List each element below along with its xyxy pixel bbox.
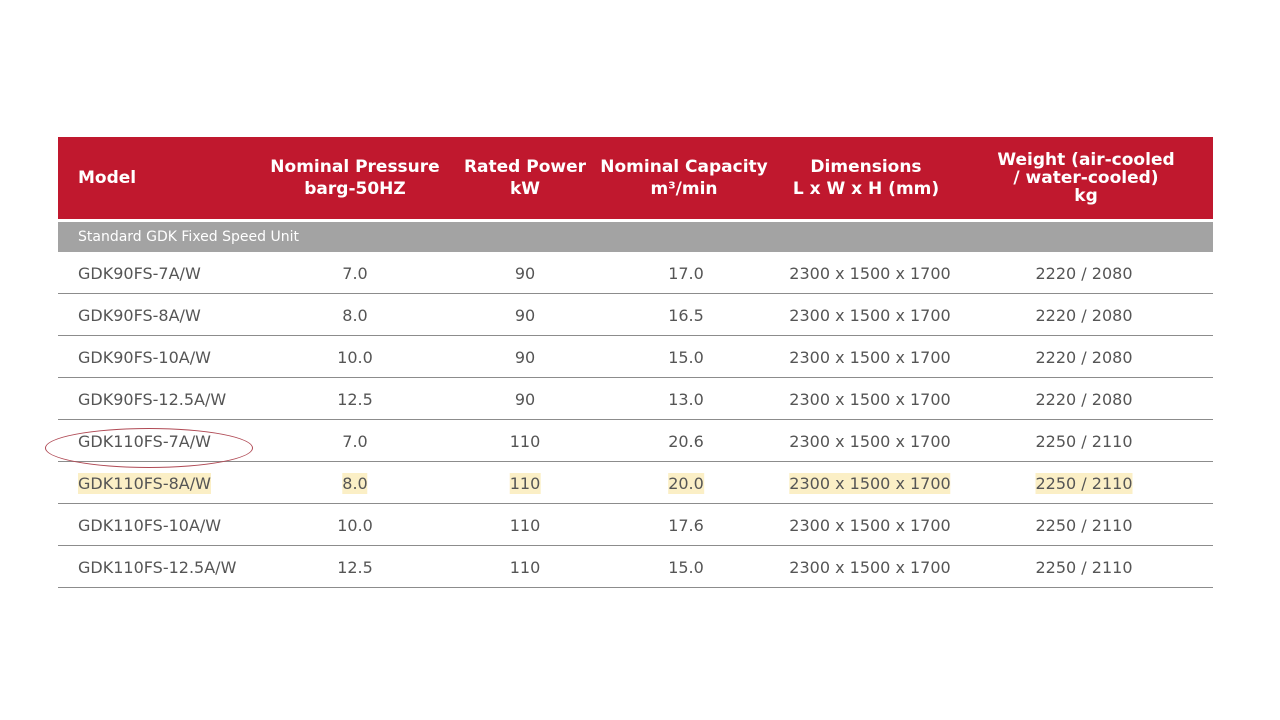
spec-table: Model Nominal Pressure barg-50HZ Rated P… — [58, 137, 1213, 588]
cell-rated-power: 90 — [514, 306, 536, 325]
cell-nominal-pressure: 7.0 — [342, 432, 368, 451]
cell-weight: 2250 / 2110 — [1035, 558, 1133, 577]
header-rated-power: Rated Power kW — [463, 157, 587, 199]
cell-dimensions: 2300 x 1500 x 1700 — [789, 390, 951, 409]
cell-nominal-pressure: 7.0 — [342, 264, 368, 283]
cell-nominal-pressure: 8.0 — [342, 473, 368, 494]
table-row: GDK90FS-7A/W 7.0 90 17.0 2300 x 1500 x 1700 2… — [58, 252, 1213, 294]
cell-nominal-capacity: 15.0 — [668, 558, 704, 577]
cell-weight: 2220 / 2080 — [1035, 264, 1133, 283]
cell-nominal-capacity: 16.5 — [668, 306, 704, 325]
cell-weight: 2250 / 2110 — [1035, 473, 1133, 494]
cell-weight: 2220 / 2080 — [1035, 348, 1133, 367]
cell-dimensions: 2300 x 1500 x 1700 — [789, 516, 951, 535]
table-body: GDK90FS-7A/W 7.0 90 17.0 2300 x 1500 x 1700 2… — [58, 252, 1213, 588]
header-weight: Weight (air-cooled / water-cooled) kg — [997, 150, 1175, 206]
cell-model: GDK90FS-8A/W — [78, 306, 201, 325]
cell-model: GDK90FS-10A/W — [78, 348, 211, 367]
cell-weight: 2250 / 2110 — [1035, 432, 1133, 451]
cell-rated-power: 110 — [509, 432, 541, 451]
cell-model: GDK110FS-8A/W — [78, 473, 211, 494]
header-nominal-capacity: Nominal Capacity m³/min — [600, 157, 768, 199]
cell-nominal-capacity: 17.6 — [668, 516, 704, 535]
cell-nominal-capacity: 17.0 — [668, 264, 704, 283]
circle-annotation — [45, 428, 253, 468]
cell-nominal-pressure: 10.0 — [337, 348, 373, 367]
table-row: GDK110FS-10A/W 10.0 110 17.6 2300 x 1500 x 1… — [58, 504, 1213, 546]
cell-model: GDK110FS-12.5A/W — [78, 558, 237, 577]
table-row: GDK90FS-12.5A/W 12.5 90 13.0 2300 x 1500 x 1… — [58, 378, 1213, 420]
table-row: GDK110FS-12.5A/W 12.5 110 15.0 2300 x 1500 x… — [58, 546, 1213, 588]
table-header: Model Nominal Pressure barg-50HZ Rated P… — [58, 137, 1213, 219]
cell-rated-power: 90 — [514, 264, 536, 283]
cell-dimensions: 2300 x 1500 x 1700 — [789, 348, 951, 367]
header-model: Model — [78, 168, 137, 188]
cell-nominal-capacity: 15.0 — [668, 348, 704, 367]
table-row: GDK110FS-8A/W 8.0 110 20.0 2300 x 1500 x 170… — [58, 462, 1213, 504]
cell-rated-power: 110 — [509, 558, 541, 577]
cell-nominal-capacity: 13.0 — [668, 390, 704, 409]
cell-model: GDK90FS-12.5A/W — [78, 390, 227, 409]
cell-dimensions: 2300 x 1500 x 1700 — [789, 432, 951, 451]
cell-model: GDK110FS-10A/W — [78, 516, 222, 535]
cell-nominal-pressure: 10.0 — [337, 516, 373, 535]
header-nominal-pressure: Nominal Pressure barg-50HZ — [270, 157, 440, 199]
cell-nominal-capacity: 20.6 — [668, 432, 704, 451]
cell-rated-power: 110 — [509, 516, 541, 535]
section-label: Standard GDK Fixed Speed Unit — [58, 222, 1213, 252]
cell-rated-power: 90 — [514, 390, 536, 409]
cell-weight: 2250 / 2110 — [1035, 516, 1133, 535]
cell-weight: 2220 / 2080 — [1035, 306, 1133, 325]
cell-weight: 2220 / 2080 — [1035, 390, 1133, 409]
cell-nominal-pressure: 12.5 — [337, 558, 373, 577]
cell-dimensions: 2300 x 1500 x 1700 — [789, 264, 951, 283]
cell-model: GDK90FS-7A/W — [78, 264, 201, 283]
cell-nominal-pressure: 12.5 — [337, 390, 373, 409]
header-dimensions: Dimensions L x W x H (mm) — [792, 157, 940, 199]
cell-dimensions: 2300 x 1500 x 1700 — [789, 306, 951, 325]
table-row: GDK90FS-10A/W 10.0 90 15.0 2300 x 1500 x 170… — [58, 336, 1213, 378]
cell-rated-power: 110 — [509, 473, 541, 494]
cell-dimensions: 2300 x 1500 x 1700 — [789, 473, 951, 494]
cell-rated-power: 90 — [514, 348, 536, 367]
cell-nominal-pressure: 8.0 — [342, 306, 368, 325]
table-row: GDK90FS-8A/W 8.0 90 16.5 2300 x 1500 x 1700 2… — [58, 294, 1213, 336]
cell-nominal-capacity: 20.0 — [668, 473, 704, 494]
cell-dimensions: 2300 x 1500 x 1700 — [789, 558, 951, 577]
